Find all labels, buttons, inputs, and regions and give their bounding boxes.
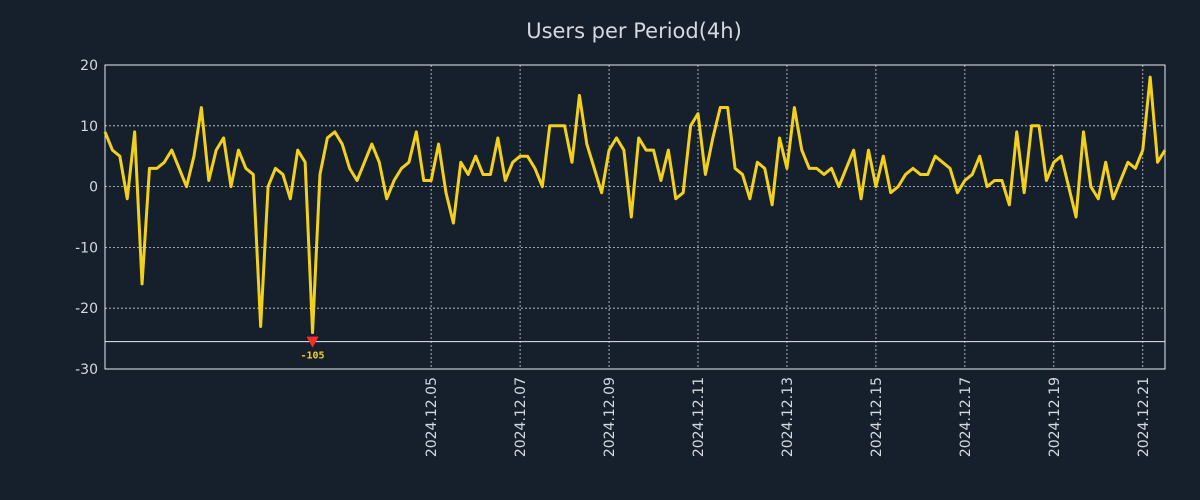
x-tick-label: 2024.12.07: [513, 377, 529, 457]
x-gridlines: [430, 65, 1144, 369]
x-tick-label: 2024.12.19: [1047, 377, 1063, 457]
chart-title: Users per Period(4h): [526, 19, 742, 43]
y-tick-label: -20: [75, 301, 98, 317]
x-tick-label: 2024.12.11: [691, 377, 707, 457]
x-tick-label: 2024.12.05: [424, 377, 440, 457]
y-tick-label: 10: [80, 119, 98, 135]
y-axis-ticks: 20 10 0 -10 -20 -30: [75, 58, 98, 378]
x-tick-label: 2024.12.09: [602, 377, 618, 457]
x-tick-label: 2024.12.13: [780, 377, 796, 457]
x-axis-ticks: 2024.12.05 2024.12.07 2024.12.09 2024.12.11…: [424, 377, 1152, 457]
y-tick-label: 20: [80, 58, 98, 74]
min-marker: -105: [301, 336, 325, 362]
min-marker-label: -105: [301, 351, 325, 362]
plot-area: [104, 64, 1166, 370]
y-tick-label: -30: [75, 362, 98, 378]
series-line-users: [103, 75, 1167, 335]
x-tick-label: 2024.12.15: [869, 377, 885, 457]
x-tick-label: 2024.12.21: [1136, 377, 1152, 457]
y-gridlines: [105, 64, 1165, 370]
y-tick-label: 0: [89, 180, 98, 196]
min-marker-triangle: [306, 336, 319, 348]
x-tick-label: 2024.12.17: [958, 377, 974, 457]
y-tick-label: -10: [75, 240, 98, 256]
